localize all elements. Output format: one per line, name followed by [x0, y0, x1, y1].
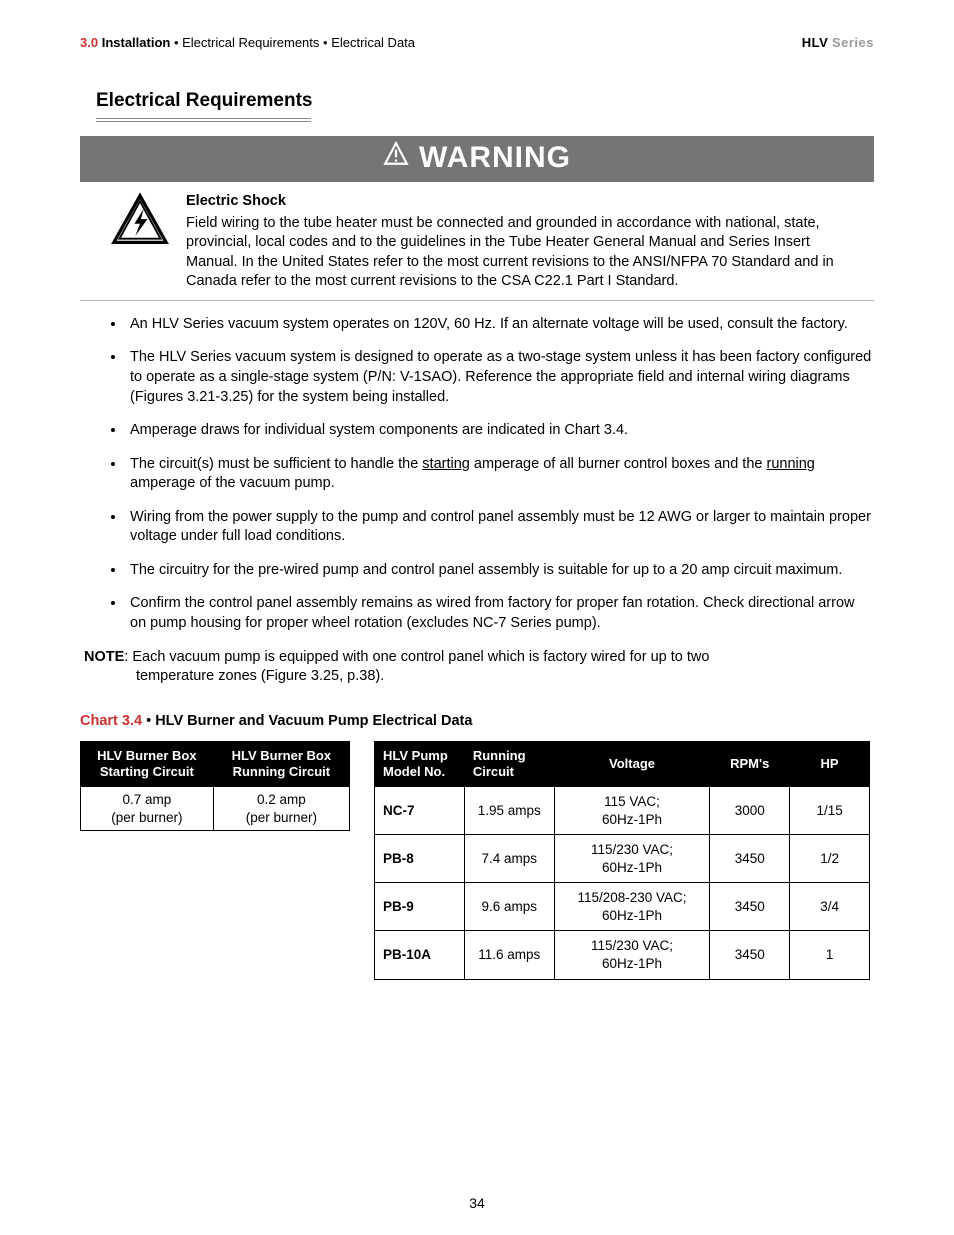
- chart-title: Chart 3.4 • HLV Burner and Vacuum Pump E…: [80, 713, 874, 729]
- table-header: HP: [790, 741, 870, 787]
- heading-rule: [96, 118, 311, 122]
- series-bold: HLV: [802, 35, 829, 50]
- table-cell: 3450: [710, 883, 790, 931]
- section-number: 3.0: [80, 35, 98, 50]
- warning-banner: WARNING: [80, 136, 874, 182]
- table-row: PB-99.6 amps115/208-230 VAC;60Hz-1Ph3450…: [375, 883, 870, 931]
- note-line: : Each vacuum pump is equipped with one …: [124, 649, 709, 665]
- table-cell: 1.95 amps: [464, 787, 554, 835]
- list-item: The circuit(s) must be sufficient to han…: [126, 455, 874, 494]
- table-header: Running Circuit: [464, 741, 554, 787]
- table-cell: 3/4: [790, 883, 870, 931]
- table-cell: 3450: [710, 931, 790, 979]
- table-cell: 115/230 VAC;60Hz-1Ph: [554, 931, 710, 979]
- table-cell: PB-8: [375, 835, 465, 883]
- breadcrumb-item: Electrical Requirements: [182, 35, 319, 50]
- table-cell: 1/15: [790, 787, 870, 835]
- section-heading: Electrical Requirements: [96, 90, 874, 112]
- table-header: Voltage: [554, 741, 710, 787]
- note-line: temperature zones (Figure 3.25, p.38).: [84, 667, 874, 687]
- list-item: Wiring from the power supply to the pump…: [126, 508, 874, 547]
- series-gray: Series: [832, 35, 874, 50]
- alert-triangle-icon: [383, 141, 409, 175]
- list-item: The HLV Series vacuum system is designed…: [126, 348, 874, 407]
- chart-number: Chart 3.4: [80, 713, 142, 729]
- list-item: The circuitry for the pre-wired pump and…: [126, 561, 874, 581]
- divider: [80, 300, 874, 301]
- table-cell: 3450: [710, 835, 790, 883]
- table-cell: 9.6 amps: [464, 883, 554, 931]
- page-number: 34: [0, 1195, 954, 1211]
- series-label: HLV Series: [802, 35, 874, 50]
- warning-subtitle: Electric Shock: [186, 192, 844, 212]
- table-cell: 0.7 amp(per burner): [81, 787, 214, 831]
- table-cell: 1/2: [790, 835, 870, 883]
- breadcrumb-sep: •: [174, 35, 182, 50]
- table-cell: 0.2 amp(per burner): [213, 787, 349, 831]
- note-label: NOTE: [84, 649, 124, 665]
- breadcrumb-item: Electrical Data: [331, 35, 415, 50]
- table-cell: PB-9: [375, 883, 465, 931]
- note-block: NOTE: Each vacuum pump is equipped with …: [80, 648, 874, 687]
- table-row: PB-10A11.6 amps115/230 VAC;60Hz-1Ph34501: [375, 931, 870, 979]
- warning-banner-text: WARNING: [419, 141, 571, 175]
- table-cell: 115 VAC;60Hz-1Ph: [554, 787, 710, 835]
- list-item: Amperage draws for individual system com…: [126, 421, 874, 441]
- table-header: RPM's: [710, 741, 790, 787]
- table-header: HLV Pump Model No.: [375, 741, 465, 787]
- breadcrumb: 3.0 Installation • Electrical Requiremen…: [80, 35, 415, 50]
- table-cell: PB-10A: [375, 931, 465, 979]
- table-row: PB-87.4 amps115/230 VAC;60Hz-1Ph34501/2: [375, 835, 870, 883]
- breadcrumb-sep: •: [323, 35, 331, 50]
- list-item: An HLV Series vacuum system operates on …: [126, 315, 874, 335]
- warning-text: Electric Shock Field wiring to the tube …: [186, 192, 844, 292]
- table-cell: 11.6 amps: [464, 931, 554, 979]
- table-cell: 115/208-230 VAC;60Hz-1Ph: [554, 883, 710, 931]
- burner-table: HLV Burner Box Starting Circuit HLV Burn…: [80, 741, 350, 832]
- table-cell: 7.4 amps: [464, 835, 554, 883]
- underlined-text: starting: [422, 456, 470, 472]
- table-cell: 1: [790, 931, 870, 979]
- bullet-list: An HLV Series vacuum system operates on …: [80, 315, 874, 634]
- table-row: NC-71.95 amps115 VAC;60Hz-1Ph30001/15: [375, 787, 870, 835]
- table-cell: 115/230 VAC;60Hz-1Ph: [554, 835, 710, 883]
- warning-body: Field wiring to the tube heater must be …: [186, 214, 844, 292]
- tables-row: HLV Burner Box Starting Circuit HLV Burn…: [80, 741, 874, 980]
- table-header: HLV Burner Box Starting Circuit: [81, 741, 214, 787]
- page-header: 3.0 Installation • Electrical Requiremen…: [80, 35, 874, 50]
- underlined-text: running: [767, 456, 815, 472]
- electric-shock-icon: [110, 192, 170, 253]
- pump-table: HLV Pump Model No. Running Circuit Volta…: [374, 741, 870, 980]
- table-row: 0.7 amp(per burner) 0.2 amp(per burner): [81, 787, 350, 831]
- page: 3.0 Installation • Electrical Requiremen…: [0, 0, 954, 1235]
- list-item: Confirm the control panel assembly remai…: [126, 594, 874, 633]
- table-cell: NC-7: [375, 787, 465, 835]
- section-title: Installation: [102, 35, 171, 50]
- chart-name: HLV Burner and Vacuum Pump Electrical Da…: [155, 713, 472, 729]
- table-header-row: HLV Burner Box Starting Circuit HLV Burn…: [81, 741, 350, 787]
- table-cell: 3000: [710, 787, 790, 835]
- table-header: HLV Burner Box Running Circuit: [213, 741, 349, 787]
- warning-block: Electric Shock Field wiring to the tube …: [80, 192, 874, 292]
- table-header-row: HLV Pump Model No. Running Circuit Volta…: [375, 741, 870, 787]
